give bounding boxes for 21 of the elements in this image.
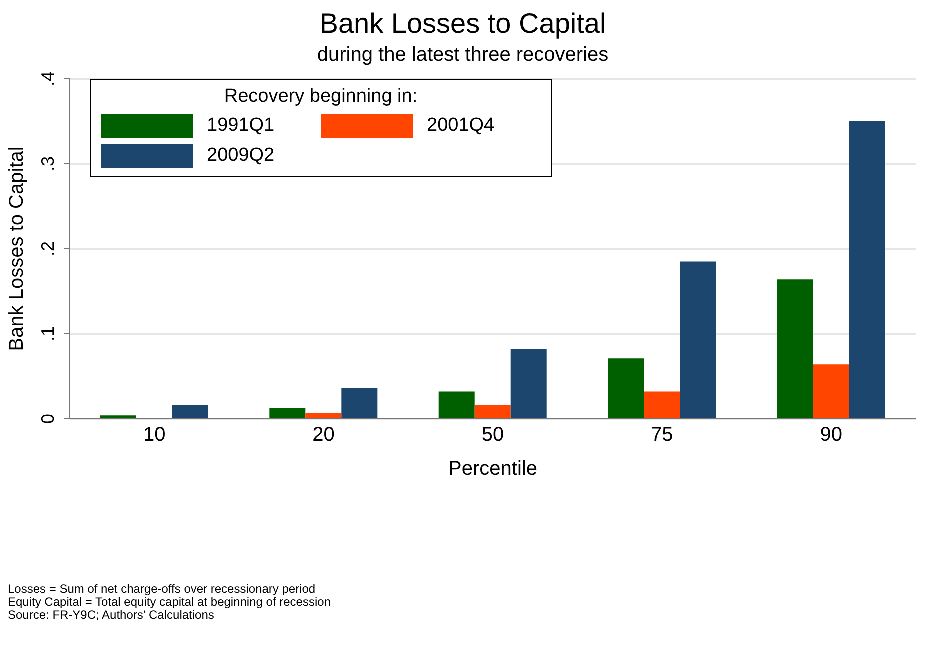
text: Losses = Sum of net charge-offs over recessionary period — [8, 582, 317, 596]
legend-label: 1991Q1 — [206, 114, 276, 138]
y-tick-label: .1 — [38, 326, 58, 342]
y-tick-label: 0 — [38, 414, 58, 424]
source-note: Source: FR-Y9C; Authors' Calculations — [8, 608, 214, 622]
legend-title: Recovery beginning in: — [223, 86, 419, 108]
legend-label: 2001Q4 — [426, 114, 496, 138]
y-axis-title: Bank Losses to Capital — [6, 146, 28, 352]
x-tick-label: 75 — [651, 424, 674, 446]
y-tick-label: .4 — [38, 71, 58, 87]
chart-title: Bank Losses to Capital — [318, 8, 608, 40]
x-tick-label: 10 — [143, 424, 166, 446]
x-axis-title: Percentile — [448, 458, 538, 480]
legend-label: 2009Q2 — [206, 144, 276, 168]
x-tick-label: 50 — [482, 424, 504, 446]
y-tick-label: .3 — [38, 156, 58, 172]
x-tick-label: 20 — [312, 424, 335, 446]
chart-subtitle: during the latest three recoveries — [316, 44, 610, 67]
x-tick-label: 90 — [820, 424, 843, 446]
y-tick-label: .2 — [38, 241, 58, 257]
text: Equity Capital = Total equity capital at beginning of recession — [8, 595, 332, 609]
